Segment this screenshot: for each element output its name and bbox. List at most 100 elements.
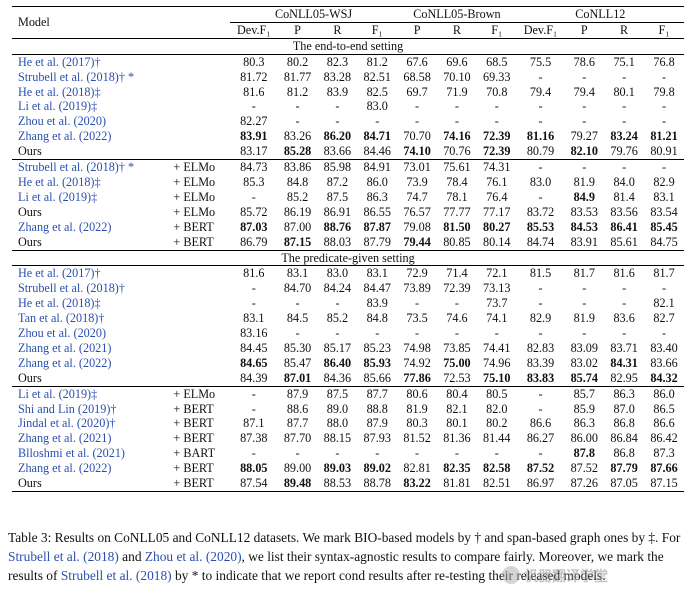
col-header: P	[580, 22, 588, 37]
score-cell: 83.24	[610, 129, 638, 144]
model-name[interactable]: Zhang et al. (2021)	[18, 431, 112, 446]
table-row: Strubell et al. (2018)† * 81.72 81.77 83.28…	[12, 70, 684, 85]
score-cell: 83.09	[570, 340, 598, 355]
score-cell: 67.6	[397, 53, 437, 70]
score-cell: 72.39	[483, 129, 511, 144]
score-cell: 80.3	[406, 416, 428, 431]
score-cell: -	[454, 326, 459, 341]
score-cell: 81.7	[564, 265, 605, 282]
score-cell: -	[251, 401, 256, 416]
score-cell: 84.32	[650, 370, 678, 385]
score-cell: 86.20	[323, 129, 352, 144]
score-cell: 86.97	[516, 476, 565, 493]
score-cell: -	[564, 159, 605, 175]
score-cell: 80.14	[483, 234, 511, 249]
score-cell: 81.9	[406, 401, 428, 416]
table-row: Zhang et al. (2022) 83.91 83.26 86.20 84.71 7…	[12, 129, 684, 144]
model-name[interactable]: Strubell et al. (2018)† *	[18, 69, 135, 84]
score-cell: 82.9	[653, 174, 675, 189]
score-cell: -	[516, 385, 565, 402]
score-cell: -	[251, 296, 256, 311]
section-title: The predicate-given setting	[12, 249, 684, 266]
citation-link[interactable]: Strubell et al. (2018)	[8, 549, 119, 565]
model-name[interactable]: Zhou et al. (2020)	[18, 326, 106, 341]
model-name[interactable]: Li et al. (2019)‡	[12, 385, 170, 402]
score-cell: -	[661, 69, 667, 84]
model-name[interactable]: Zhang et al. (2022)	[18, 129, 112, 144]
model-name[interactable]: Tan et al. (2018)†	[18, 311, 105, 326]
score-cell: 85.9	[573, 401, 595, 416]
citation-link[interactable]: Zhou et al. (2020)	[144, 549, 242, 565]
score-cell: 85.61	[610, 234, 638, 249]
model-name[interactable]: Li et al. (2019)‡	[18, 189, 98, 204]
model-name[interactable]: Strubell et al. (2018)†	[18, 281, 125, 296]
score-cell: 85.2	[286, 189, 309, 204]
score-cell: -	[415, 446, 420, 461]
caption-text: d results after re-testing their release…	[358, 568, 606, 584]
score-cell: 73.7	[486, 296, 508, 311]
score-cell: 87.8	[573, 446, 595, 461]
score-cell: 80.79	[526, 144, 555, 159]
score-cell: 77.86	[403, 370, 431, 385]
score-cell: 89.48	[277, 476, 318, 493]
score-cell: 87.93	[363, 431, 391, 446]
score-cell: 83.26	[283, 129, 312, 144]
model-name[interactable]: Zhou et al. (2020)	[18, 114, 106, 129]
score-cell: -	[375, 114, 380, 129]
score-cell: 84.39	[240, 370, 268, 385]
score-cell: 81.77	[283, 69, 312, 84]
score-cell: 87.79	[363, 234, 391, 249]
model-name[interactable]: He et al. (2018)‡	[18, 174, 101, 189]
model-name[interactable]: He et al. (2018)‡	[18, 84, 101, 99]
extension-label	[169, 341, 230, 356]
model-name[interactable]: Jindal et al. (2020)†	[18, 416, 116, 431]
model-name[interactable]: He et al. (2018)‡	[18, 296, 101, 311]
model-name[interactable]: He et al. (2017)†	[12, 53, 170, 70]
model-name[interactable]: Zhang et al. (2021)	[18, 340, 112, 355]
score-cell: 83.71	[610, 340, 638, 355]
score-cell: -	[295, 296, 300, 311]
score-cell: 73.01	[397, 159, 437, 175]
score-cell: 84.46	[363, 144, 391, 159]
score-cell: 76.1	[486, 174, 508, 189]
score-cell: -	[538, 401, 543, 416]
score-cell: 87.1	[243, 416, 265, 431]
model-name[interactable]: Blloshmi et al. (2021)	[18, 446, 125, 461]
score-cell: 83.17	[240, 144, 268, 159]
score-cell: 87.15	[283, 234, 312, 249]
score-cell: 87.66	[650, 461, 678, 476]
score-cell: 85.93	[363, 355, 391, 370]
table-row: Shi and Lin (2019)† + BERT - 88.6 89.0 88.8 81…	[12, 402, 684, 417]
table-row: Ours + ELMo 85.72 86.19 86.91 86.55 76.57 77.77…	[12, 205, 684, 220]
score-cell: 83.56	[610, 204, 638, 219]
score-cell: 75.10	[483, 370, 511, 385]
score-cell: 88.15	[323, 431, 352, 446]
score-cell: -	[454, 296, 459, 311]
score-cell: 85.47	[283, 355, 312, 370]
citation-link[interactable]: Strubell et al. (2018)	[60, 568, 172, 584]
model-name[interactable]: Zhang et al. (2022)	[18, 355, 112, 370]
score-cell: -	[494, 99, 499, 114]
section-title-row: The predicate-given setting	[12, 249, 684, 266]
score-cell: 84.8	[286, 174, 309, 189]
model-name[interactable]: Shi and Lin (2019)†	[18, 401, 117, 416]
score-cell: 86.42	[650, 431, 678, 446]
score-cell: 80.1	[613, 84, 635, 99]
extension-label	[169, 144, 230, 159]
score-cell: 85.2	[326, 311, 349, 326]
score-cell: 69.33	[483, 69, 511, 84]
score-cell: 80.5	[476, 385, 517, 402]
score-cell: -	[454, 114, 459, 129]
model-name[interactable]: Li et al. (2019)‡	[18, 99, 98, 114]
score-cell: -	[622, 296, 627, 311]
section-title: The end-to-end setting	[12, 37, 684, 55]
col-header: R	[452, 22, 461, 37]
score-cell: 83.16	[240, 326, 268, 341]
model-name[interactable]: Zhang et al. (2022)	[18, 461, 112, 476]
extension-label	[169, 311, 230, 326]
score-cell: 84.36	[323, 370, 352, 385]
model-name[interactable]: Strubell et al. (2018)† *	[12, 159, 170, 175]
score-cell: 81.36	[443, 431, 471, 446]
model-name[interactable]: Zhang et al. (2022)	[18, 219, 112, 234]
model-name[interactable]: He et al. (2017)†	[12, 265, 170, 282]
